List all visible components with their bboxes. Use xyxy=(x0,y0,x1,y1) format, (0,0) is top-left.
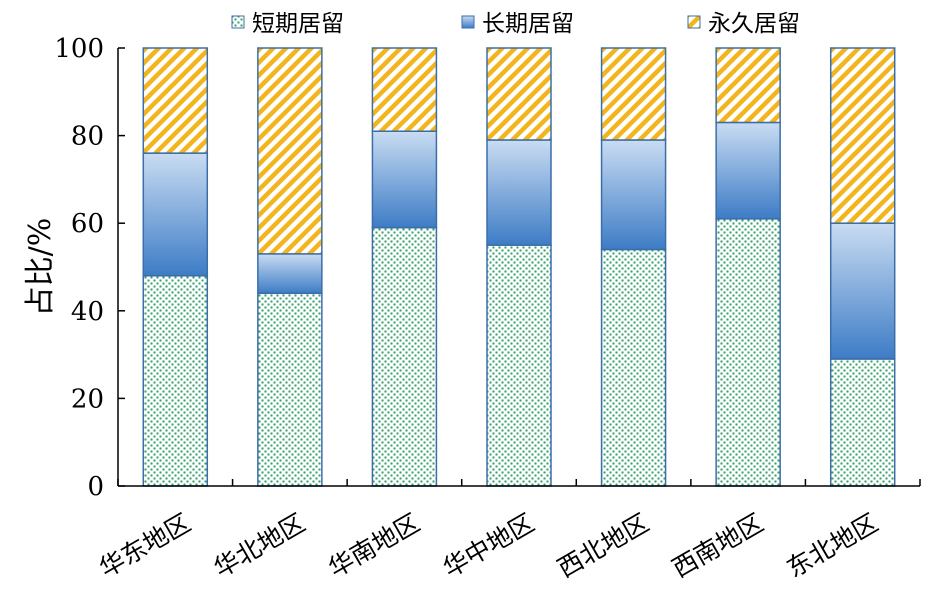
legend-label-short-term: 短期居留 xyxy=(252,11,344,37)
bar-segment-short-term xyxy=(257,292,323,487)
bar-segment-permanent xyxy=(600,47,667,141)
legend-label-long-term: 长期居留 xyxy=(482,11,574,37)
bar-segment-permanent xyxy=(142,47,209,154)
bar-segment-long-term xyxy=(600,139,667,251)
bar-segment-long-term xyxy=(829,222,896,360)
bar-segment-short-term xyxy=(371,226,438,487)
x-tick-label: 华南地区 xyxy=(324,508,425,583)
bar-segment-short-term xyxy=(486,244,552,487)
x-tick-label: 西南地区 xyxy=(667,508,768,583)
x-tick-label: 华中地区 xyxy=(438,508,539,583)
legend-swatch-long-term xyxy=(461,15,475,29)
bar-segment-long-term xyxy=(257,253,323,295)
legend-swatch-short-term xyxy=(231,15,245,29)
bar-segment-short-term xyxy=(715,218,781,487)
y-tick-label: 80 xyxy=(71,122,104,152)
y-axis-label: 占比/% xyxy=(23,218,58,317)
bar-segment-short-term xyxy=(142,275,209,487)
legend-label-permanent: 永久居留 xyxy=(708,11,800,37)
x-tick-label: 华东地区 xyxy=(94,508,195,583)
x-tick-label: 华北地区 xyxy=(209,508,310,583)
bar-segment-long-term xyxy=(142,152,209,277)
legend: 短期居留 长期居留 永久居留 xyxy=(231,11,800,37)
y-tick-label: 100 xyxy=(54,34,104,64)
bar-segment-long-term xyxy=(715,121,781,220)
bar-segment-long-term xyxy=(486,139,552,246)
bar-segment-permanent xyxy=(715,47,781,124)
legend-swatch-permanent xyxy=(687,15,701,29)
y-tick-label: 40 xyxy=(71,297,104,327)
bar-segment-long-term xyxy=(371,130,438,229)
bar-segment-permanent xyxy=(486,47,552,141)
bar-segment-short-term xyxy=(829,358,896,487)
y-tick-label: 20 xyxy=(71,384,104,414)
bars xyxy=(142,47,896,487)
x-tick-label: 西北地区 xyxy=(553,508,654,583)
bar-segment-permanent xyxy=(829,47,896,224)
x-tick-label: 东北地区 xyxy=(782,508,883,583)
bar-segment-permanent xyxy=(371,47,438,132)
bar-segment-short-term xyxy=(600,248,667,487)
bar-segment-permanent xyxy=(257,47,323,255)
y-tick-label: 60 xyxy=(71,209,104,239)
y-tick-label: 0 xyxy=(87,472,104,502)
